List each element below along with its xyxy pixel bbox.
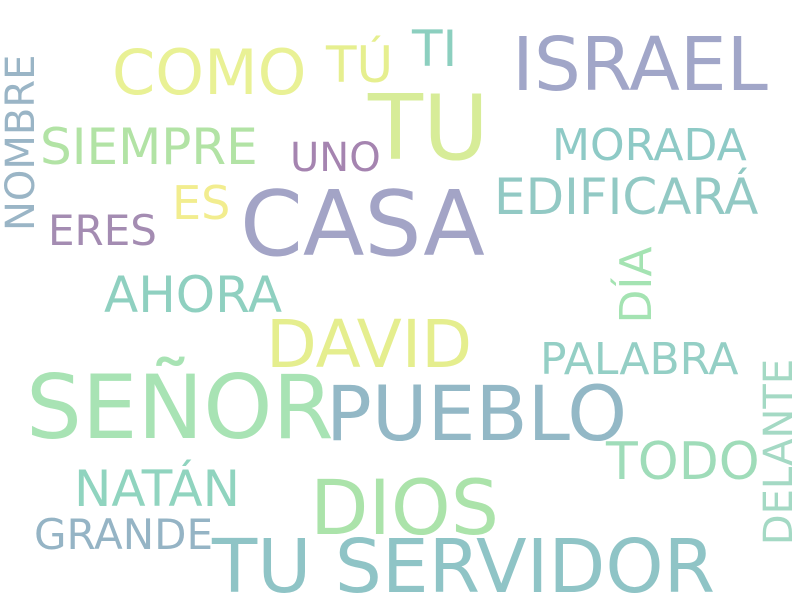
word-ti: TI bbox=[412, 24, 457, 74]
word-eres: ERES bbox=[48, 210, 157, 252]
word-como: COMO bbox=[112, 42, 306, 104]
word-dios: DIOS bbox=[310, 470, 499, 546]
word-uno: UNO bbox=[290, 138, 381, 178]
word-palabra: PALABRA bbox=[540, 338, 739, 382]
word-israel: ISRAEL bbox=[512, 28, 768, 102]
word-delante: DELANTE bbox=[759, 357, 800, 547]
word-natan: NATÁN bbox=[74, 464, 240, 514]
word-david: DAVID bbox=[266, 312, 472, 378]
word-grande: GRANDE bbox=[34, 514, 213, 556]
word-siempre: SIEMPRE bbox=[40, 122, 258, 172]
word-casa: CASA bbox=[240, 180, 485, 270]
word-tu-accent: TÚ bbox=[326, 40, 393, 90]
word-pueblo: PUEBLO bbox=[326, 376, 627, 452]
word-ahora: AHORA bbox=[104, 270, 282, 320]
word-todo: TODO bbox=[606, 436, 760, 488]
word-morada: MORADA bbox=[552, 124, 747, 168]
word-dia: DÍA bbox=[615, 237, 661, 333]
word-edificara: EDIFICARÁ bbox=[494, 172, 758, 222]
word-tu: TU bbox=[368, 84, 489, 174]
word-es: ES bbox=[172, 180, 230, 226]
word-nombre: NOMBRE bbox=[1, 71, 45, 231]
